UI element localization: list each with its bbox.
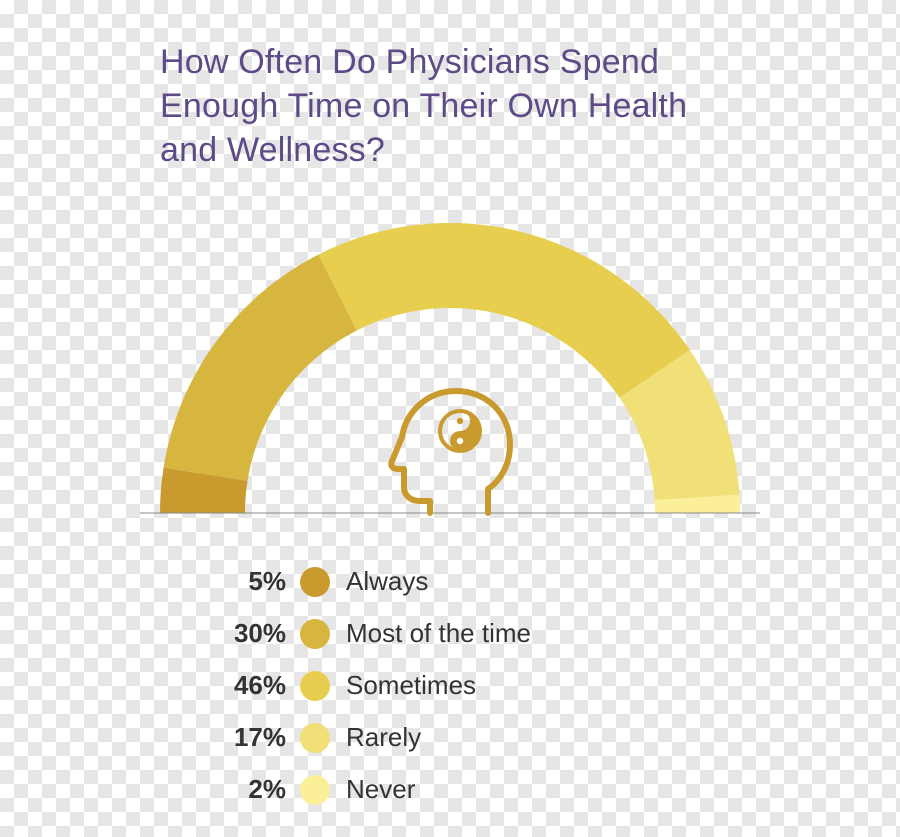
donut-segment-most [164, 254, 357, 480]
legend-percent: 2% [0, 774, 300, 805]
legend-label: Rarely [330, 722, 421, 753]
legend-dot-icon [300, 775, 330, 805]
yin-yang-icon [440, 411, 480, 451]
legend-row-most: 30% Most of the time [0, 608, 900, 660]
legend-row-never: 2% Never [0, 764, 900, 816]
legend-row-rarely: 17% Rarely [0, 712, 900, 764]
legend-row-always: 5% Always [0, 556, 900, 608]
legend-label: Always [330, 566, 428, 597]
legend-label: Sometimes [330, 670, 476, 701]
legend-percent: 5% [0, 566, 300, 597]
head-outline-icon [391, 391, 510, 513]
donut-segment-some [318, 223, 690, 398]
legend-percent: 46% [0, 670, 300, 701]
legend-dot-icon [300, 567, 330, 597]
head-yin-yang-icon [391, 391, 510, 513]
legend-label: Most of the time [330, 618, 531, 649]
chart-title: How Often Do Physicians Spend Enough Tim… [160, 40, 720, 173]
donut-svg [140, 213, 760, 533]
infographic-container: How Often Do Physicians Spend Enough Tim… [0, 0, 900, 816]
chart-legend: 5% Always 30% Most of the time 46% Sometimes 1… [0, 556, 900, 816]
legend-dot-icon [300, 619, 330, 649]
legend-percent: 30% [0, 618, 300, 649]
legend-row-some: 46% Sometimes [0, 660, 900, 712]
legend-percent: 17% [0, 722, 300, 753]
legend-label: Never [330, 774, 415, 805]
legend-dot-icon [300, 671, 330, 701]
legend-dot-icon [300, 723, 330, 753]
semi-donut-chart [140, 213, 760, 538]
